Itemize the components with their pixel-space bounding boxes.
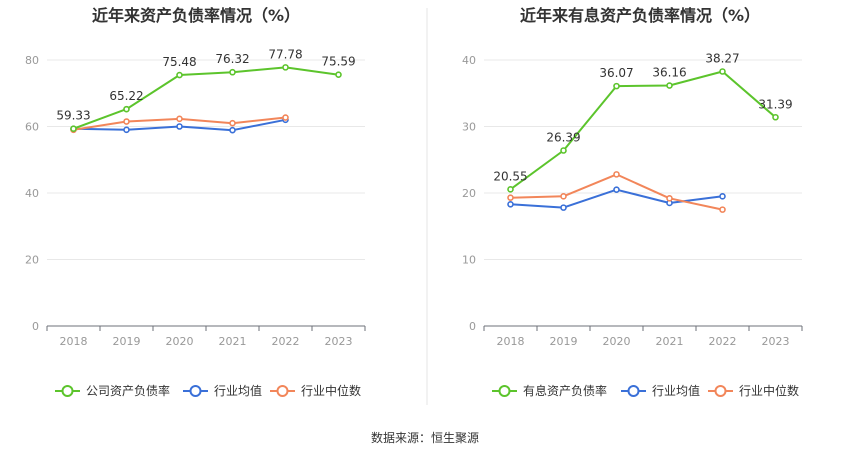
data-point xyxy=(719,68,726,75)
chart-title: 近年来资产负债率情况（%） xyxy=(92,6,300,25)
x-tick-label: 2021 xyxy=(656,335,684,348)
x-tick-label: 2021 xyxy=(219,335,247,348)
legend-swatch-marker xyxy=(498,385,511,397)
data-point xyxy=(772,113,779,121)
y-tick-label: 60 xyxy=(25,121,39,134)
y-tick-label: 30 xyxy=(462,121,476,134)
chart-left: 近年来资产负债率情况（%） 0 20 40 60 80 2018 2019 2020 2021 20… xyxy=(25,6,366,398)
data-point xyxy=(560,204,567,211)
data-point xyxy=(666,195,673,202)
data-point xyxy=(560,147,567,154)
legend-label: 行业均值 xyxy=(652,383,700,398)
chart-right: 近年来有息资产负债率情况（%） 0 10 20 30 40 2018 2019 2020 2021… xyxy=(462,6,803,398)
x-tick-label: 2022 xyxy=(272,335,300,348)
x-tick-label: 2019 xyxy=(113,335,141,348)
data-label: 38.27 xyxy=(705,52,739,66)
data-label: 26.39 xyxy=(546,131,580,145)
legend-label: 行业均值 xyxy=(214,383,262,398)
legend-swatch-marker xyxy=(276,385,289,397)
data-point xyxy=(613,82,620,90)
data-label: 75.48 xyxy=(162,55,196,69)
data-point xyxy=(282,64,289,71)
x-tick-label: 2018 xyxy=(497,335,525,348)
legend-swatch-marker xyxy=(61,385,74,397)
y-tick-label: 0 xyxy=(32,320,39,333)
data-point xyxy=(70,125,77,133)
y-tick-label: 0 xyxy=(469,320,476,333)
y-tick-label: 20 xyxy=(462,187,476,200)
data-label: 36.07 xyxy=(599,66,633,80)
x-tick-label: 2020 xyxy=(603,335,631,348)
data-label: 65.22 xyxy=(109,89,143,103)
data-label: 77.78 xyxy=(268,47,302,61)
x-tick-label: 2020 xyxy=(166,335,194,348)
x-tick-label: 2023 xyxy=(325,335,353,348)
y-tick-label: 40 xyxy=(25,187,39,200)
data-point xyxy=(719,206,726,213)
series-line xyxy=(509,70,777,191)
x-tick-label: 2022 xyxy=(709,335,737,348)
data-point xyxy=(123,126,130,134)
x-tick-label: 2018 xyxy=(60,335,88,348)
data-point xyxy=(229,119,236,127)
y-tick-label: 20 xyxy=(25,254,39,267)
y-tick-label: 40 xyxy=(462,54,476,67)
data-label: 31.39 xyxy=(758,97,792,111)
data-point xyxy=(176,115,183,123)
series-line xyxy=(73,66,339,130)
data-point xyxy=(507,194,514,201)
legend-swatch-marker xyxy=(627,385,640,397)
chart-title: 近年来有息资产负债率情况（%） xyxy=(520,6,760,25)
data-label: 59.33 xyxy=(56,109,90,123)
data-point xyxy=(176,71,183,79)
data-label: 76.32 xyxy=(215,52,249,66)
data-label: 20.55 xyxy=(493,169,527,183)
data-point xyxy=(507,201,514,208)
data-point xyxy=(229,126,236,134)
data-point xyxy=(613,186,620,193)
data-point xyxy=(719,193,726,200)
data-point xyxy=(560,193,567,200)
data-point xyxy=(176,123,183,130)
data-label: 36.16 xyxy=(652,66,686,80)
data-point xyxy=(666,82,673,89)
legend-label: 公司资产负债率 xyxy=(86,383,170,398)
data-point xyxy=(613,171,620,178)
legend-label: 行业中位数 xyxy=(301,383,361,398)
data-point xyxy=(229,68,236,76)
data-point xyxy=(123,105,130,113)
y-tick-label: 10 xyxy=(462,254,476,267)
data-point xyxy=(507,186,514,193)
legend-label: 行业中位数 xyxy=(739,383,799,398)
source-note: 数据来源：恒生聚源 xyxy=(371,430,479,445)
y-tick-label: 80 xyxy=(25,54,39,67)
x-tick-label: 2023 xyxy=(762,335,790,348)
x-tick-label: 2019 xyxy=(550,335,578,348)
legend-swatch-marker xyxy=(189,385,202,397)
data-label: 75.59 xyxy=(321,55,355,69)
data-point xyxy=(335,71,342,78)
data-point xyxy=(123,118,130,125)
legend-label: 有息资产负债率 xyxy=(523,383,607,398)
legend-swatch-marker xyxy=(714,385,727,397)
data-point xyxy=(282,114,289,121)
